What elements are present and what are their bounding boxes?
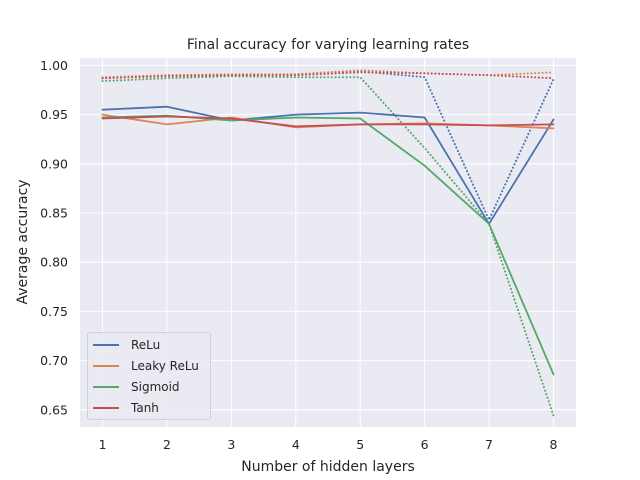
y-tick-label: 0.85: [40, 205, 68, 220]
series-line-0: [101, 105, 555, 225]
y-axis-label: Average accuracy: [15, 179, 31, 304]
y-tick-label: 0.90: [40, 156, 68, 171]
y-tick-labels: 0.65 0.70 0.75 0.80 0.85 0.90 0.95 1.00: [40, 58, 68, 417]
x-tick-label: 6: [421, 437, 429, 452]
y-tick-label: 0.80: [40, 255, 68, 270]
legend-item-leaky-relu: Leaky ReLu: [93, 357, 199, 375]
legend-item-sigmoid: Sigmoid: [93, 378, 180, 396]
x-tick-label: 4: [292, 437, 300, 452]
y-tick-label: 0.65: [40, 402, 68, 417]
legend-swatch-sigmoid: [93, 386, 119, 388]
x-tick-label: 1: [99, 437, 107, 452]
x-tick-label: 8: [549, 437, 557, 452]
chart-title: Final accuracy for varying learning rate…: [187, 37, 469, 53]
series-line-5-dotted: [101, 69, 555, 79]
series-line-3: [101, 115, 555, 128]
y-tick-label: 0.75: [40, 304, 68, 319]
y-tick-label: 1.00: [40, 58, 68, 73]
legend-label-sigmoid: Sigmoid: [131, 380, 180, 394]
x-tick-label: 5: [356, 437, 364, 452]
y-tick-label: 0.95: [40, 107, 68, 122]
series-line-6-dotted: [101, 75, 555, 417]
legend-swatch-tanh: [93, 407, 119, 409]
y-tick-label: 0.70: [40, 353, 68, 368]
legend-swatch-relu: [93, 344, 119, 346]
x-tick-label: 3: [227, 437, 235, 452]
series-lines: [101, 69, 555, 417]
legend: ReLu Leaky ReLu Sigmoid Tanh: [87, 332, 211, 420]
x-tick-label: 2: [163, 437, 171, 452]
legend-label-tanh: Tanh: [131, 401, 159, 415]
legend-label-leaky-relu: Leaky ReLu: [131, 359, 199, 373]
legend-item-tanh: Tanh: [93, 399, 159, 417]
series-line-7-dotted: [101, 71, 555, 80]
legend-label-relu: ReLu: [131, 338, 161, 352]
x-tick-labels: 1 2 3 4 5 6 7 8: [99, 437, 558, 452]
x-tick-label: 7: [485, 437, 493, 452]
x-axis-label: Number of hidden layers: [241, 459, 415, 475]
legend-swatch-leaky-relu: [93, 365, 119, 367]
legend-item-relu: ReLu: [93, 336, 160, 354]
